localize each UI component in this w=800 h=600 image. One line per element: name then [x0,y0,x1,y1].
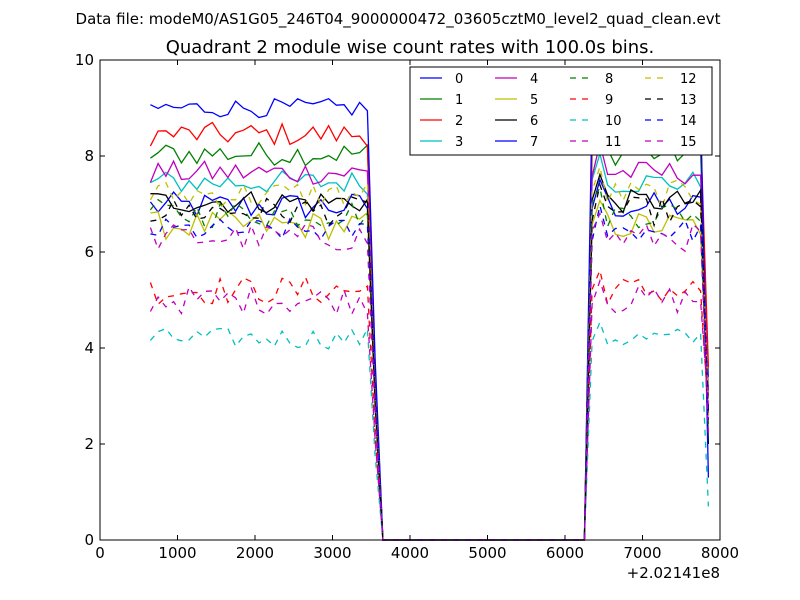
y-tick-label: 8 [84,147,94,165]
x-tick-label: 3000 [313,544,351,562]
y-tick-label: 10 [75,51,94,69]
legend-label-12: 12 [680,72,697,87]
chart-title: Quadrant 2 module wise count rates with … [166,37,655,58]
legend-label-9: 9 [605,93,613,108]
y-tick-label: 4 [84,339,94,357]
x-tick-label: 0 [95,544,105,562]
legend-label-3: 3 [455,135,463,150]
legend-label-2: 2 [455,114,463,129]
series-line-11 [149,278,710,541]
legend-label-6: 6 [530,114,538,129]
series-line-12 [149,164,710,541]
legend-label-13: 13 [680,93,697,108]
legend-box [409,66,713,156]
legend-label-1: 1 [455,93,463,108]
x-tick-label: 7000 [623,544,661,562]
data-file-title: Data file: modeM0/AS1G05_246T04_90000004… [76,10,721,29]
legend-label-10: 10 [605,114,622,129]
x-tick-label: 5000 [468,544,506,562]
legend-label-14: 14 [680,114,697,129]
x-tick-label: 4000 [391,544,429,562]
legend-label-15: 15 [680,135,697,150]
x-tick-label: 2000 [236,544,274,562]
y-tick-label: 2 [84,435,94,453]
legend-label-11: 11 [605,135,622,150]
x-offset-label: +2.02141e8 [627,564,720,582]
axes-layer: 0 1000 2000 3000 4000 5000 6000 7000 80000246810… [75,51,739,582]
x-tick-label: 8000 [701,544,739,562]
y-tick-label: 6 [84,243,94,261]
legend-label-8: 8 [605,72,613,87]
legend-label-0: 0 [455,72,463,87]
y-tick-label: 0 [84,531,94,549]
legend-label-4: 4 [530,72,538,87]
x-tick-label: 1000 [158,544,196,562]
legend-label-7: 7 [530,135,538,150]
x-tick-label: 6000 [546,544,584,562]
legend-label-5: 5 [530,93,538,108]
